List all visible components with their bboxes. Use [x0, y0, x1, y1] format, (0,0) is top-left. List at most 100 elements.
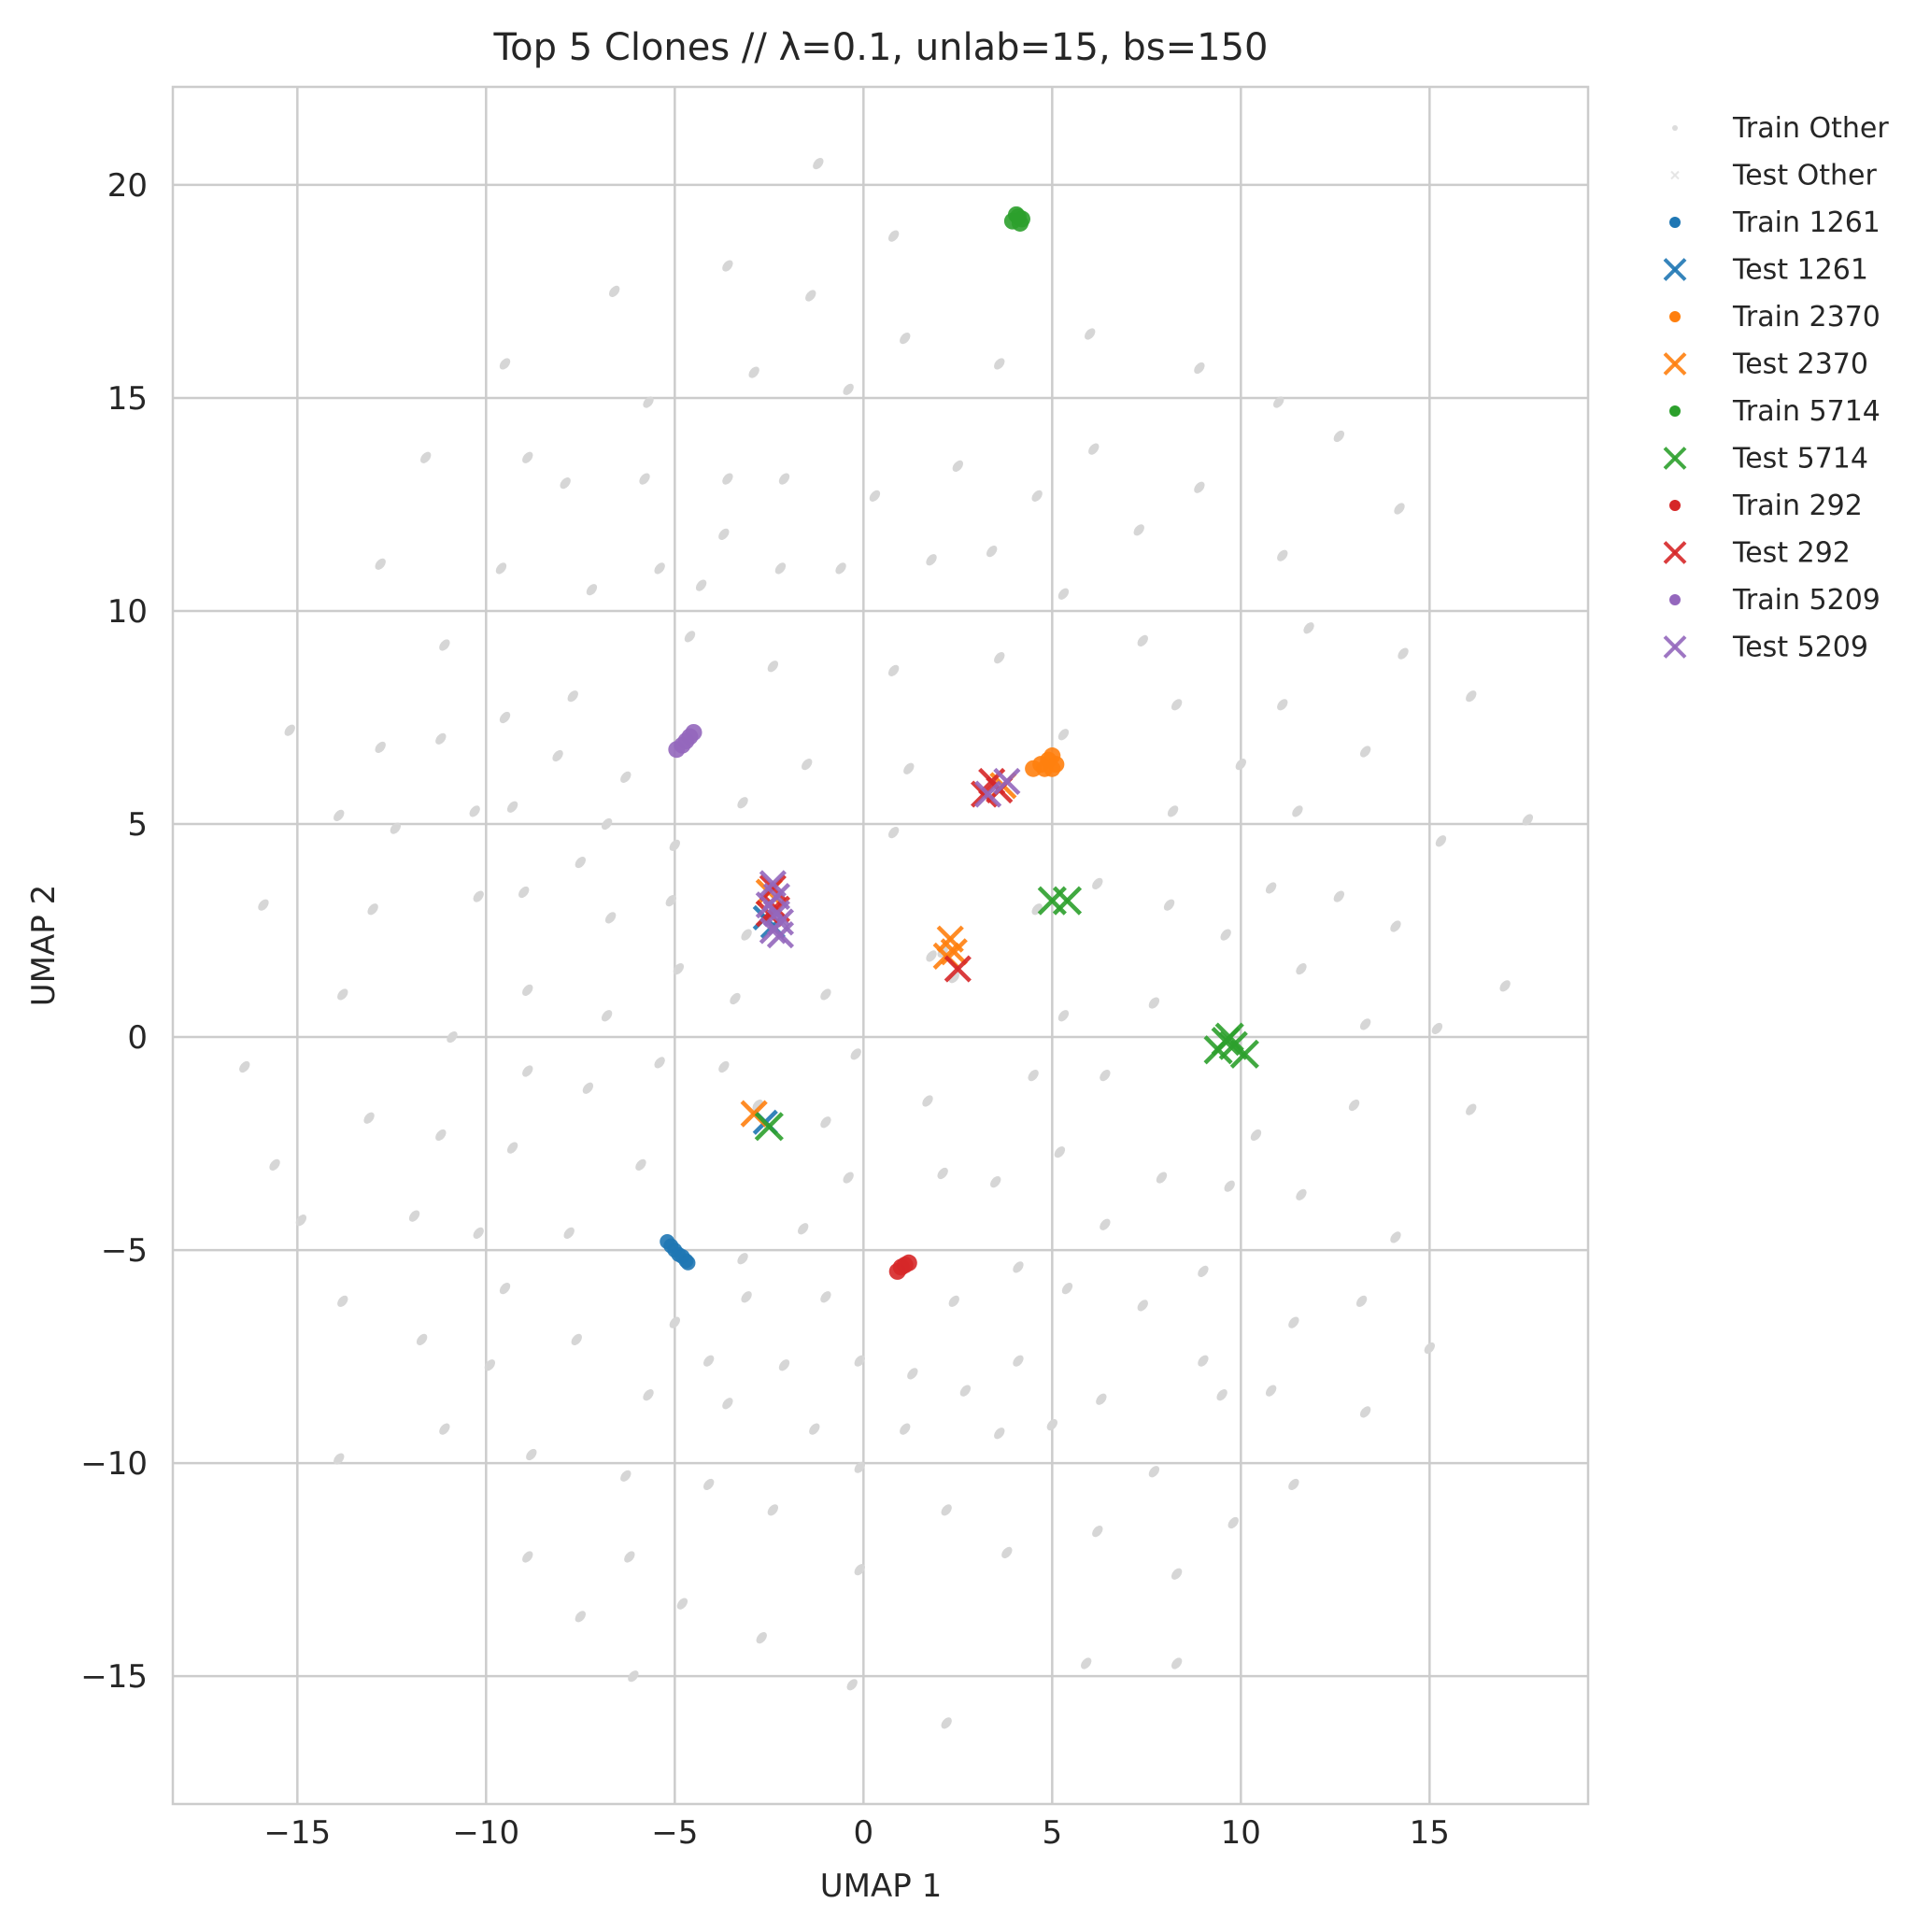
train-other-point: [258, 899, 269, 911]
train-other-point: [718, 528, 730, 540]
train-other-point: [333, 809, 345, 821]
train-other-point: [994, 1428, 1005, 1440]
series-layer: [660, 206, 1259, 1280]
train-other-point: [1273, 396, 1284, 408]
train-other-point: [1057, 588, 1070, 600]
train-other-point: [586, 584, 598, 596]
legend-marker-test-292: [1663, 541, 1687, 564]
legend-item-train-2370: Train 2370: [1669, 301, 1880, 334]
legend-label: Test 2370: [1732, 348, 1868, 381]
train-other-point: [522, 1551, 533, 1563]
train-other-point: [1061, 1283, 1073, 1295]
legend-item-test-2370: Test 2370: [1663, 348, 1868, 381]
x-tick-labels: −15 −10 −5 0 5 10 15: [263, 1814, 1450, 1852]
train-other-point: [1303, 622, 1314, 634]
legend-item-test-292: Test 292: [1663, 537, 1851, 570]
train-other-point: [990, 1176, 1001, 1188]
y-tick-label: 20: [107, 167, 148, 205]
train-other-point: [730, 992, 741, 1005]
train-other-point: [624, 1551, 635, 1563]
legend-item-test-5714: Test 5714: [1663, 443, 1868, 476]
x-tick-label: 0: [853, 1814, 873, 1852]
train-other-point: [1057, 1010, 1070, 1022]
legend-label: Test 1261: [1732, 254, 1868, 287]
train-other-point: [1359, 746, 1371, 758]
y-tick-label: −15: [80, 1658, 148, 1696]
train-other-point: [620, 1470, 632, 1482]
train-other-point: [887, 230, 900, 242]
train-other-point: [1088, 443, 1100, 455]
legend-label: Test 5714: [1732, 443, 1868, 476]
train-other-point: [1156, 1172, 1168, 1184]
train-other-point: [469, 805, 480, 817]
train-other-point: [941, 1504, 952, 1516]
train-other-point: [506, 1142, 518, 1154]
test-5209-point: [759, 916, 787, 945]
train-other-point: [473, 890, 484, 902]
train-other-point: [850, 1048, 861, 1060]
legend-label: Train Other: [1732, 112, 1889, 145]
train-other-point: [1390, 1231, 1401, 1243]
train-other-point: [499, 1283, 511, 1295]
train-other-point: [1288, 1316, 1299, 1328]
train-other-point: [718, 1060, 730, 1073]
test-5714-point: [1211, 1027, 1241, 1057]
train-other-point: [994, 652, 1005, 664]
legend-label: Train 1261: [1732, 206, 1880, 239]
test-292-point: [944, 955, 972, 983]
train-other-point: [820, 988, 831, 1001]
train-1261-point: [680, 1255, 696, 1271]
train-other-point: [1194, 362, 1205, 375]
train-other-point: [295, 1215, 307, 1227]
train-other-point: [518, 886, 530, 899]
train-other-point: [639, 473, 650, 485]
train-other-point: [1092, 877, 1103, 889]
legend-marker-train-5209: [1669, 594, 1681, 605]
train-other-point: [522, 451, 533, 463]
train-other-point: [484, 1359, 496, 1371]
train-other-point: [887, 664, 900, 676]
train-other-point: [604, 912, 617, 924]
train-other-point: [854, 1564, 865, 1576]
train-other-point: [1031, 490, 1043, 502]
train-other-point: [1359, 1406, 1371, 1418]
train-other-point: [1171, 699, 1183, 711]
plot-area: [173, 87, 1588, 1804]
train-other-point: [1228, 1516, 1239, 1529]
test-5209-point: [974, 780, 1002, 808]
train-other-point: [506, 801, 518, 813]
legend-marker-train-5714: [1669, 405, 1681, 417]
train-other-point: [1171, 1568, 1183, 1580]
train-other-point: [994, 358, 1005, 370]
y-tick-label: 5: [127, 806, 148, 844]
y-tick-label: 10: [107, 593, 148, 631]
train-other-point: [601, 817, 613, 831]
train-other-point: [1398, 647, 1409, 660]
legend-label: Train 5209: [1732, 584, 1880, 617]
train-other-point: [239, 1060, 250, 1073]
x-tick-label: 10: [1221, 1814, 1261, 1852]
train-other-point: [809, 1423, 820, 1435]
train-other-point: [1265, 1385, 1277, 1397]
train-other-point: [620, 771, 632, 783]
train-other-point: [1092, 1526, 1103, 1538]
train-other-point: [1148, 997, 1160, 1009]
train-other-point: [1194, 481, 1205, 493]
train-other-point: [1100, 1070, 1111, 1082]
train-other-point: [869, 490, 881, 502]
train-other-point: [1296, 962, 1307, 975]
train-other-point: [1333, 430, 1345, 443]
plot-frame: [171, 85, 1590, 1806]
train-other-point: [408, 1210, 420, 1222]
train-other-point: [563, 1227, 575, 1239]
train-other-point: [673, 962, 685, 975]
train-other-point: [805, 290, 816, 302]
train-other-point: [333, 1453, 345, 1465]
train-other-point: [1292, 805, 1303, 817]
train-other-point: [703, 1355, 715, 1367]
train-other-point: [1054, 1146, 1066, 1158]
train-other-point: [1163, 899, 1175, 911]
train-other-point: [420, 451, 432, 463]
test-5714-point: [1229, 1039, 1259, 1069]
train-other-point: [1277, 699, 1288, 711]
